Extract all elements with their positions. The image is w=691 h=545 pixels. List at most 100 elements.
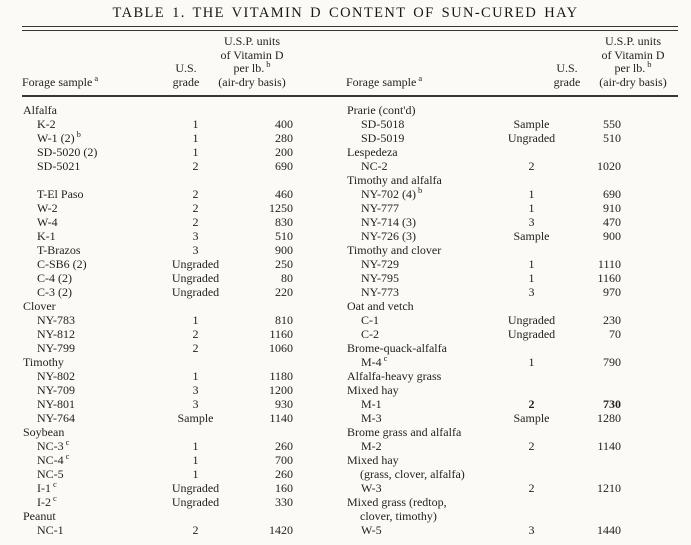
vitamin-d-units-cell: 1110 (597, 257, 621, 271)
us-grade-cell: 1 (192, 453, 199, 467)
us-grade-cell: 1 (192, 369, 199, 383)
forage-sample-row: NC-2 2 1020 (346, 159, 677, 173)
forage-sample-row: NY-729 1 1110 (346, 257, 677, 271)
vitamin-d-units-cell (239, 425, 296, 439)
forage-sample-cell: Mixed grass (redtop, (347, 495, 447, 509)
forage-sample-row: NY-726 (3) Sample 900 (346, 229, 677, 243)
vitamin-d-units-cell: 830 (275, 215, 293, 229)
us-grade-cell: 1 (528, 355, 535, 369)
forage-sample-cell: T-El Paso (37, 187, 84, 201)
us-grade-cell (152, 299, 239, 313)
usp-units-column-header: U.S.P. units of Vitamin D per lb. b (air-… (208, 34, 296, 89)
forage-sample-row: I-1 c Ungraded 160 (22, 480, 296, 495)
vitamin-d-units-cell: 330 (275, 495, 293, 509)
us-grade-cell: 2 (192, 327, 199, 341)
forage-sample-cell: SD-5019 (361, 131, 405, 145)
forage-sample-row: NY-795 1 1160 (346, 271, 677, 285)
forage-sample-cell: clover, timothy) (360, 509, 437, 523)
forage-sample-row: NY-773 3 970 (346, 285, 677, 299)
forage-group-row: Alfalfa-heavy grass (346, 369, 677, 383)
forage-group-row: Timothy and alfalfa (346, 173, 677, 187)
forage-sample-cell: NC-4 c (37, 451, 70, 467)
us-grade-cell: Sample (513, 411, 550, 425)
vitamin-d-units-cell: 230 (603, 313, 621, 327)
vitamin-d-units-cell (577, 299, 677, 313)
forage-group-row: Timothy (22, 355, 296, 369)
forage-sample-row: NY-714 (3) 3 470 (346, 215, 677, 229)
vitamin-d-units-cell: 550 (603, 117, 621, 131)
vitamin-d-units-cell: 1140 (269, 411, 293, 425)
forage-sample-row: K-1 3 510 (22, 229, 296, 243)
forage-group-continuation-row: clover, timothy) (346, 509, 677, 523)
us-grade-cell: 1 (192, 145, 199, 159)
forage-sample-cell: Timothy and alfalfa (347, 173, 442, 187)
forage-sample-cell: K-1 (37, 229, 56, 243)
units-header-line: per lb. b (233, 59, 271, 75)
forage-sample-row: NY-812 2 1160 (22, 327, 296, 341)
forage-sample-cell: W-2 (37, 201, 58, 215)
forage-sample-cell: C-1 (361, 313, 379, 327)
us-grade-cell (486, 369, 577, 383)
forage-sample-cell: Clover (23, 299, 56, 313)
us-grade-cell (486, 243, 577, 257)
us-grade-cell: 3 (192, 397, 199, 411)
forage-sample-row: T-Brazos 3 900 (22, 243, 296, 257)
vitamin-d-units-cell: 250 (275, 257, 293, 271)
forage-sample-label: Forage sample (22, 74, 93, 89)
forage-sample-cell: SD-5018 (361, 117, 405, 131)
forage-sample-row: SD-5018 Sample 550 (346, 117, 677, 131)
vitamin-d-units-cell (577, 467, 677, 481)
us-grade-cell (486, 509, 577, 523)
us-grade-column-header: U.S. grade (164, 61, 208, 89)
forage-sample-cell: Brome grass and alfalfa (347, 425, 462, 439)
footnote-c-marker: c (383, 353, 388, 363)
vitamin-d-units-cell: 70 (609, 327, 621, 341)
vitamin-d-units-cell (577, 453, 677, 467)
vitamin-d-units-cell (577, 341, 677, 355)
grade-header-line: U.S. (556, 61, 578, 75)
us-grade-cell: Ungraded (507, 313, 556, 327)
vitamin-d-units-cell: 460 (275, 187, 293, 201)
vitamin-d-units-cell: 1020 (597, 159, 621, 173)
forage-sample-cell: NY-777 (361, 201, 399, 215)
forage-sample-cell: Mixed hay (347, 453, 399, 467)
forage-sample-cell: (grass, clover, alfalfa) (360, 467, 465, 481)
forage-sample-row: SD-5021 2 690 (22, 159, 296, 173)
forage-sample-label: Forage sample (346, 74, 417, 89)
forage-group-row: Lespedeza (346, 145, 677, 159)
footnote-c-marker: c (65, 437, 70, 447)
footnote-c-marker: c (65, 451, 70, 461)
footnote-a-marker: a (418, 72, 423, 83)
forage-sample-cell: Lespedeza (347, 145, 398, 159)
forage-sample-cell: Timothy (23, 355, 64, 369)
us-grade-cell (486, 495, 577, 509)
vitamin-d-units-cell (577, 243, 677, 257)
forage-sample-row: C-1 Ungraded 230 (346, 313, 677, 327)
vitamin-d-units-cell: 900 (275, 243, 293, 257)
vitamin-d-units-cell (239, 299, 296, 313)
units-header-line: (air-dry basis) (599, 74, 667, 89)
forage-sample-cell: C-2 (361, 327, 379, 341)
forage-sample-cell: NY-729 (361, 257, 399, 271)
forage-sample-row: C-2 Ungraded 70 (346, 327, 677, 341)
vitamin-d-units-cell: 280 (275, 131, 293, 145)
title-rule (22, 26, 678, 31)
spacer-row (22, 173, 296, 187)
us-grade-cell: 3 (192, 229, 199, 243)
vitamin-d-units-cell: 200 (275, 145, 293, 159)
forage-sample-row: NC-1 2 1420 (22, 523, 296, 537)
vitamin-d-units-cell: 700 (275, 453, 293, 467)
forage-group-row: Timothy and clover (346, 243, 677, 257)
us-grade-cell (486, 173, 577, 187)
us-grade-cell: Ungraded (507, 327, 556, 341)
vitamin-d-units-cell: 80 (281, 271, 293, 285)
forage-sample-cell: M-1 (361, 397, 382, 411)
forage-sample-row: NY-802 1 1180 (22, 369, 296, 383)
units-header-line: per lb. b (614, 59, 652, 75)
us-grade-cell: 1 (528, 271, 535, 285)
us-grade-cell: 2 (528, 159, 535, 173)
forage-sample-row: W-3 2 1210 (346, 481, 677, 495)
vitamin-d-units-cell: 730 (603, 397, 621, 411)
forage-group-row: Brome grass and alfalfa (346, 425, 677, 439)
forage-group-row: Alfalfa (22, 103, 296, 117)
